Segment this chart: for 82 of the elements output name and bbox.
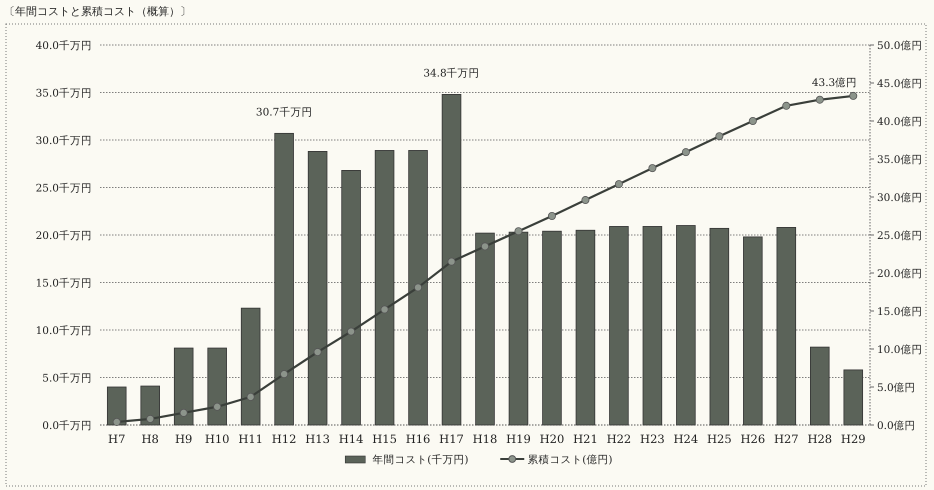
point — [715, 132, 724, 140]
x-tick-label: H8 — [142, 432, 159, 446]
y2-tick-label: 15.0億円 — [877, 305, 922, 318]
chart-title: 〔年間コストと累積コスト（概算）〕 — [4, 5, 191, 18]
x-tick-label: H28 — [807, 432, 832, 446]
y-tick-label: 35.0千万円 — [36, 86, 92, 100]
x-tick-label: H11 — [238, 432, 263, 446]
point — [614, 180, 623, 188]
point — [380, 305, 389, 314]
y2-tick-label: 5.0億円 — [877, 381, 916, 394]
bar — [542, 230, 562, 426]
bar — [642, 226, 662, 426]
point — [514, 227, 522, 236]
point — [816, 96, 824, 104]
point — [481, 242, 489, 250]
bar — [676, 225, 696, 426]
data-label: 34.8千万円 — [423, 66, 480, 80]
y-tick-label: 40.0千万円 — [36, 39, 92, 52]
x-tick-label: H18 — [472, 432, 498, 446]
y-tick-label: 0.0千万円 — [42, 419, 92, 432]
bar — [843, 370, 864, 426]
x-tick-label: H9 — [175, 432, 192, 446]
y2-tick-label: 30.0億円 — [877, 191, 922, 204]
y-tick-label: 20.0千万円 — [36, 229, 92, 242]
bar — [710, 228, 730, 426]
y2-tick-label: 10.0億円 — [877, 343, 922, 356]
data-label: 30.7千万円 — [256, 105, 312, 118]
point — [748, 117, 757, 125]
bar — [776, 227, 796, 426]
x-tick-label: H14 — [338, 432, 364, 446]
x-tick-label: H10 — [204, 432, 230, 446]
y2-tick-label: 45.0億円 — [877, 77, 922, 90]
point — [448, 258, 456, 266]
point — [213, 402, 222, 411]
point — [548, 212, 556, 220]
y2-tick-label: 25.0億円 — [877, 229, 922, 242]
x-tick-label: H29 — [840, 432, 866, 446]
y2-tick-label: 40.0億円 — [877, 115, 922, 128]
x-tick-label: H15 — [372, 432, 397, 446]
y2-tick-label: 0.0億円 — [877, 419, 916, 432]
x-tick-label: H7 — [108, 432, 126, 446]
point — [314, 348, 322, 356]
point — [414, 283, 422, 292]
x-tick-label: H24 — [674, 432, 698, 446]
x-tick-label: H19 — [506, 432, 531, 446]
y-tick-label: 30.0千万円 — [36, 134, 92, 147]
y-tick-label: 10.0千万円 — [36, 324, 92, 337]
point — [648, 164, 656, 172]
x-tick-label: H20 — [540, 432, 564, 446]
point — [146, 414, 154, 423]
point — [347, 328, 356, 336]
point — [280, 370, 288, 378]
x-tick-label: H23 — [640, 432, 665, 446]
point — [581, 196, 590, 204]
x-tick-label: H27 — [774, 432, 799, 446]
point — [180, 408, 188, 417]
bar — [743, 236, 763, 426]
legend-label: 累積コスト(億円) — [527, 453, 612, 466]
bar — [576, 230, 596, 426]
x-tick-label: H17 — [439, 432, 464, 446]
data-label: 43.3億円 — [812, 76, 858, 89]
y2-tick-label: 50.0億円 — [877, 39, 922, 52]
x-tick-label: H22 — [606, 432, 632, 446]
y2-tick-label: 20.0億円 — [877, 267, 922, 280]
bar — [609, 226, 629, 426]
y-tick-label: 25.0千万円 — [36, 182, 92, 194]
legend-label: 年間コスト(千万円) — [372, 453, 468, 466]
x-tick-label: H26 — [740, 432, 766, 446]
point — [112, 418, 121, 426]
x-tick-label: H13 — [305, 432, 330, 446]
x-tick-label: H21 — [573, 432, 598, 446]
x-tick-label: H16 — [406, 432, 430, 446]
point — [246, 392, 255, 401]
point — [849, 92, 858, 100]
point — [782, 102, 790, 110]
y-tick-label: 5.0千万円 — [42, 372, 92, 384]
point — [682, 148, 690, 156]
y-tick-label: 15.0千万円 — [36, 276, 92, 290]
y2-tick-label: 35.0億円 — [877, 153, 922, 166]
bar — [810, 346, 830, 426]
x-tick-label: H25 — [707, 432, 732, 446]
x-tick-label: H12 — [272, 432, 296, 446]
